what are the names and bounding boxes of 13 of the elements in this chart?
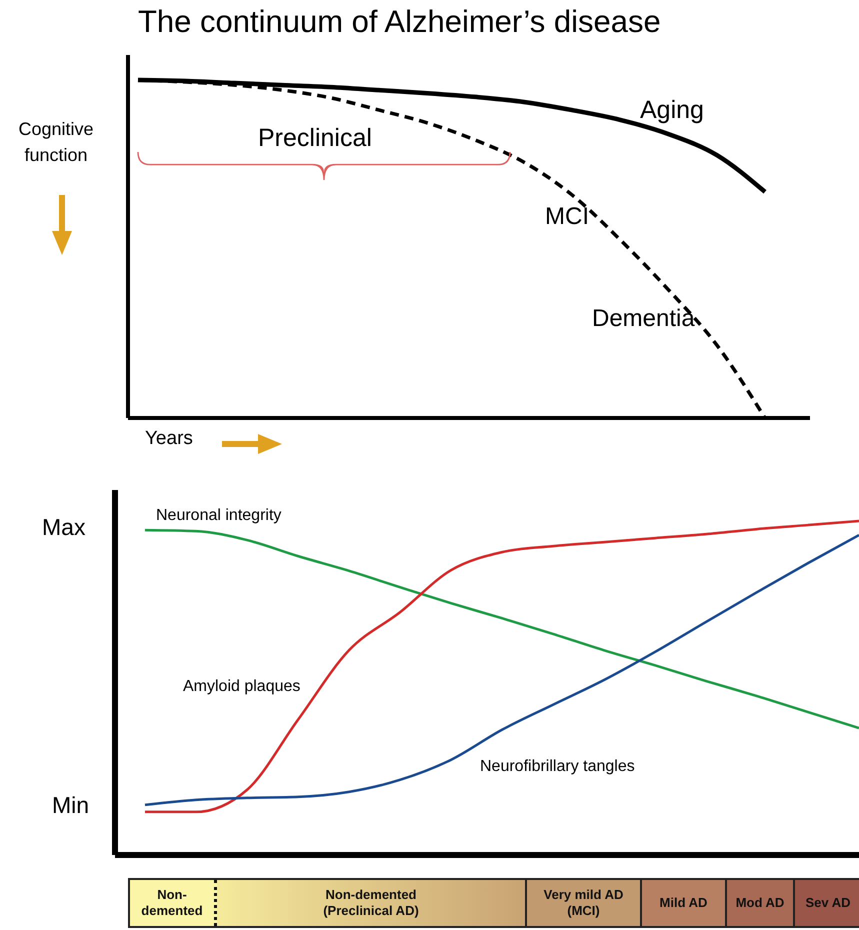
- annotation: MCI: [545, 203, 589, 231]
- disease-stage-strip: Non-demented Non-demented (Preclinical AD) Very mild AD (MCI) Mild AD Mod AD Sev AD: [128, 878, 859, 928]
- series-label: Aging: [640, 96, 704, 125]
- text: Max: [42, 514, 86, 541]
- series-label: Neurofibrillary tangles: [480, 758, 635, 776]
- annotation: Preclinical: [258, 124, 372, 153]
- series-label: Amyloid plaques: [183, 678, 300, 696]
- y-axis-title: Cognitive function: [17, 118, 95, 167]
- text: Min: [52, 792, 90, 819]
- series-label: Neuronal integrity: [156, 507, 282, 525]
- annotation: Dementia: [592, 305, 695, 333]
- x-axis-title: Years: [145, 428, 193, 450]
- chart-title: The continuum of Alzheimer’s disease: [138, 4, 661, 40]
